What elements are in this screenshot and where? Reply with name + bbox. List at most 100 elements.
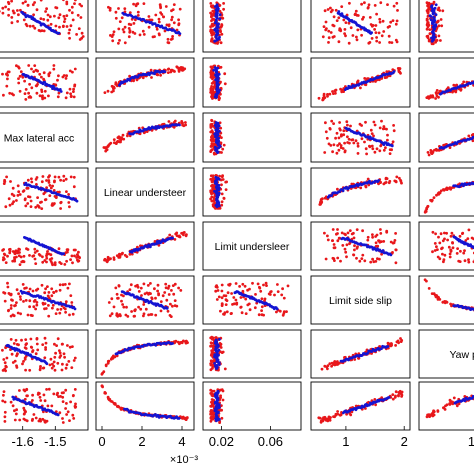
data-point-red [38, 368, 42, 372]
data-point-red [41, 97, 44, 101]
data-point-red [455, 252, 459, 255]
data-point-red [360, 33, 363, 37]
data-point-red [47, 179, 51, 182]
data-point-red [210, 134, 214, 138]
data-point-red [332, 15, 336, 19]
data-point-red [159, 5, 162, 8]
data-point-red [342, 129, 346, 133]
data-point-red [114, 286, 118, 290]
data-point-red [100, 384, 104, 388]
data-point-red [366, 235, 370, 239]
data-point-red [463, 259, 467, 263]
data-point-red [1, 399, 5, 403]
data-point-red [170, 15, 174, 19]
data-point-red [275, 310, 278, 314]
data-point-red [431, 42, 435, 46]
data-point-red [17, 66, 21, 70]
data-point-red [171, 284, 175, 287]
data-point-red [74, 248, 77, 252]
data-point-red [173, 119, 177, 123]
data-point-red [379, 1, 383, 5]
data-point-red [107, 258, 111, 261]
data-point-red [347, 21, 351, 25]
data-point-red [3, 420, 7, 423]
data-point-red [209, 28, 213, 32]
data-point-red [345, 120, 349, 124]
panel-r4-c0 [0, 221, 89, 271]
data-point-red [69, 400, 72, 404]
data-point-red [68, 28, 71, 32]
data-point-red [214, 289, 218, 293]
data-point-red [156, 283, 160, 287]
data-point-red [434, 295, 438, 299]
data-point-red [2, 393, 5, 397]
data-point-red [25, 394, 29, 398]
data-point-red [28, 305, 31, 309]
data-point-red [364, 120, 367, 124]
data-point-red [113, 355, 117, 359]
diagonal-label: Limit undersleer [215, 241, 290, 253]
diagonal-label: Linear understeer [104, 187, 187, 199]
data-point-red [340, 231, 344, 235]
data-point-red [386, 138, 389, 142]
data-point-red [336, 187, 339, 191]
data-point-red [65, 413, 68, 416]
data-point-red [131, 30, 135, 34]
data-point-red [436, 410, 440, 413]
data-point-red [64, 96, 68, 100]
data-point-red [394, 38, 398, 42]
data-point-red [371, 147, 375, 151]
data-point-red [222, 7, 226, 11]
data-point-red [172, 3, 176, 6]
data-point-red [65, 248, 69, 252]
data-point-red [171, 37, 174, 41]
data-point-blue [165, 307, 169, 310]
data-point-red [31, 314, 34, 317]
data-point-red [52, 364, 56, 368]
data-point-red [57, 395, 60, 398]
data-point-red [56, 391, 59, 395]
panel-r4-c2 [202, 221, 302, 271]
data-point-red [373, 123, 377, 127]
data-point-red [374, 260, 378, 263]
data-point-red [16, 184, 20, 188]
data-point-red [337, 148, 341, 152]
data-point-red [39, 419, 42, 423]
data-point-red [223, 367, 227, 371]
data-point-red [50, 287, 54, 291]
data-point-red [52, 360, 56, 364]
data-point-red [109, 399, 113, 403]
data-point-red [211, 24, 215, 27]
panel-r0-c4 [418, 0, 474, 53]
data-point-red [280, 293, 284, 297]
data-point-red [352, 141, 356, 145]
data-point-red [234, 298, 238, 302]
data-point-red [213, 83, 217, 87]
data-point-red [125, 255, 129, 258]
data-point-red [31, 3, 35, 7]
data-point-blue [213, 21, 217, 25]
data-point-red [41, 343, 45, 346]
data-point-red [7, 197, 11, 201]
data-point-red [7, 13, 10, 17]
data-point-red [451, 246, 455, 250]
data-point-red [135, 78, 139, 82]
data-point-red [429, 94, 433, 98]
data-point-red [375, 147, 379, 151]
diagonal-label: Yaw pha [449, 349, 474, 361]
panel-r6-c4 [418, 329, 474, 379]
data-point-red [332, 243, 336, 246]
data-point-red [7, 308, 10, 312]
data-point-red [48, 71, 52, 75]
data-point-red [13, 409, 16, 413]
data-point-red [377, 182, 380, 186]
data-point-red [349, 124, 352, 128]
data-point-blue [24, 181, 28, 185]
data-point-red [22, 189, 26, 193]
data-point-red [220, 32, 224, 36]
data-point-red [459, 249, 462, 253]
data-point-red [118, 252, 121, 256]
data-point-red [331, 239, 334, 243]
data-point-red [51, 263, 54, 267]
data-point-blue [380, 347, 383, 350]
